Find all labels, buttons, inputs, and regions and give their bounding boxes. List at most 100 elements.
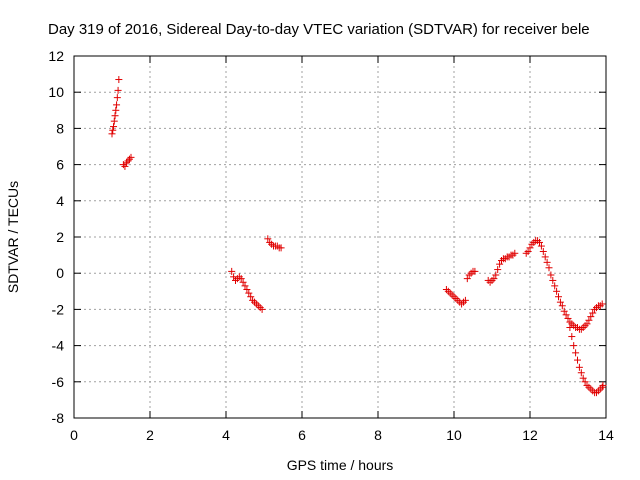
data-point xyxy=(264,235,272,243)
y-tick-label: 0 xyxy=(56,265,64,281)
data-point xyxy=(113,101,121,109)
data-point xyxy=(496,260,504,268)
x-tick-label: 8 xyxy=(374,427,382,443)
data-point xyxy=(501,255,509,263)
data-point xyxy=(505,253,513,261)
data-point xyxy=(585,383,593,391)
data-point xyxy=(558,302,566,310)
data-point xyxy=(553,287,561,295)
data-point xyxy=(490,275,498,283)
y-tick-label: -2 xyxy=(52,301,65,317)
x-axis-label: GPS time / hours xyxy=(287,457,394,473)
x-tick-label: 2 xyxy=(146,427,154,443)
data-point xyxy=(465,271,473,279)
data-point xyxy=(127,153,135,161)
data-point xyxy=(112,106,120,114)
data-point xyxy=(239,278,247,286)
data-point xyxy=(454,296,462,304)
data-point xyxy=(537,242,545,250)
data-point xyxy=(109,126,117,134)
data-point xyxy=(575,363,583,371)
data-point xyxy=(545,264,553,272)
data-point xyxy=(110,123,118,131)
data-point xyxy=(458,300,466,308)
data-point xyxy=(461,296,469,304)
data-point xyxy=(555,293,562,301)
data-point xyxy=(256,304,264,312)
data-point xyxy=(245,289,253,297)
x-tick-label: 10 xyxy=(446,427,462,443)
y-tick-label: 8 xyxy=(56,120,64,136)
data-point xyxy=(594,387,602,395)
data-point xyxy=(243,285,251,293)
data-point xyxy=(543,258,551,266)
data-point xyxy=(498,257,505,265)
data-point xyxy=(232,276,239,284)
y-tick-label: -6 xyxy=(52,374,65,390)
data-point xyxy=(444,287,452,295)
x-axis: 0 2 4 6 8 10 12 14 xyxy=(70,56,614,443)
data-point xyxy=(235,273,243,281)
data-point xyxy=(446,289,454,297)
data-point xyxy=(121,162,129,170)
data-point xyxy=(560,307,568,315)
data-point xyxy=(492,271,500,279)
data-point xyxy=(568,320,576,328)
data-point xyxy=(577,325,585,333)
data-point xyxy=(268,240,276,248)
data-point xyxy=(448,291,456,299)
data-point xyxy=(598,300,606,308)
data-point xyxy=(589,309,597,317)
y-axis-label: SDTVAR / TECUs xyxy=(5,181,21,293)
data-point xyxy=(442,285,450,293)
x-tick-label: 0 xyxy=(70,427,78,443)
data-point xyxy=(273,242,281,250)
data-point xyxy=(266,238,274,246)
y-tick-label: 10 xyxy=(48,84,64,100)
data-point xyxy=(570,342,578,350)
data-point xyxy=(115,76,123,84)
data-point xyxy=(122,159,130,167)
data-point xyxy=(568,333,576,341)
data-point xyxy=(581,378,589,386)
data-point xyxy=(237,275,245,283)
data-point xyxy=(125,155,133,163)
data-point xyxy=(113,94,121,102)
data-point xyxy=(596,302,604,310)
data-point xyxy=(524,247,532,255)
data-point xyxy=(572,349,580,357)
data-point xyxy=(486,278,494,286)
data-point xyxy=(536,238,543,246)
data-point xyxy=(228,267,236,275)
y-tick-label: 6 xyxy=(56,157,64,173)
data-point xyxy=(534,237,542,245)
data-point xyxy=(108,130,116,138)
data-point xyxy=(463,275,471,283)
data-point xyxy=(471,267,479,275)
data-point xyxy=(566,324,574,331)
x-tick-label: 4 xyxy=(222,427,230,443)
y-axis: -8 -6 -4 -2 0 2 4 6 8 10 12 xyxy=(48,48,606,426)
data-point xyxy=(547,271,555,279)
data-point xyxy=(110,117,118,125)
data-point xyxy=(494,266,502,274)
data-point xyxy=(549,276,557,284)
data-point xyxy=(124,157,132,165)
data-point xyxy=(467,269,475,277)
data-series-bele xyxy=(108,76,607,397)
data-point xyxy=(583,320,591,328)
data-point xyxy=(570,322,578,330)
y-tick-label: 2 xyxy=(56,229,64,245)
x-tick-label: 14 xyxy=(598,427,614,443)
data-point xyxy=(522,249,530,257)
data-point xyxy=(585,316,593,324)
data-point xyxy=(258,305,266,313)
data-point xyxy=(579,324,587,331)
grid xyxy=(74,56,606,418)
data-point xyxy=(599,381,607,389)
data-point xyxy=(564,314,572,322)
y-tick-label: 12 xyxy=(48,48,64,64)
data-point xyxy=(114,86,122,94)
data-point xyxy=(119,161,127,169)
